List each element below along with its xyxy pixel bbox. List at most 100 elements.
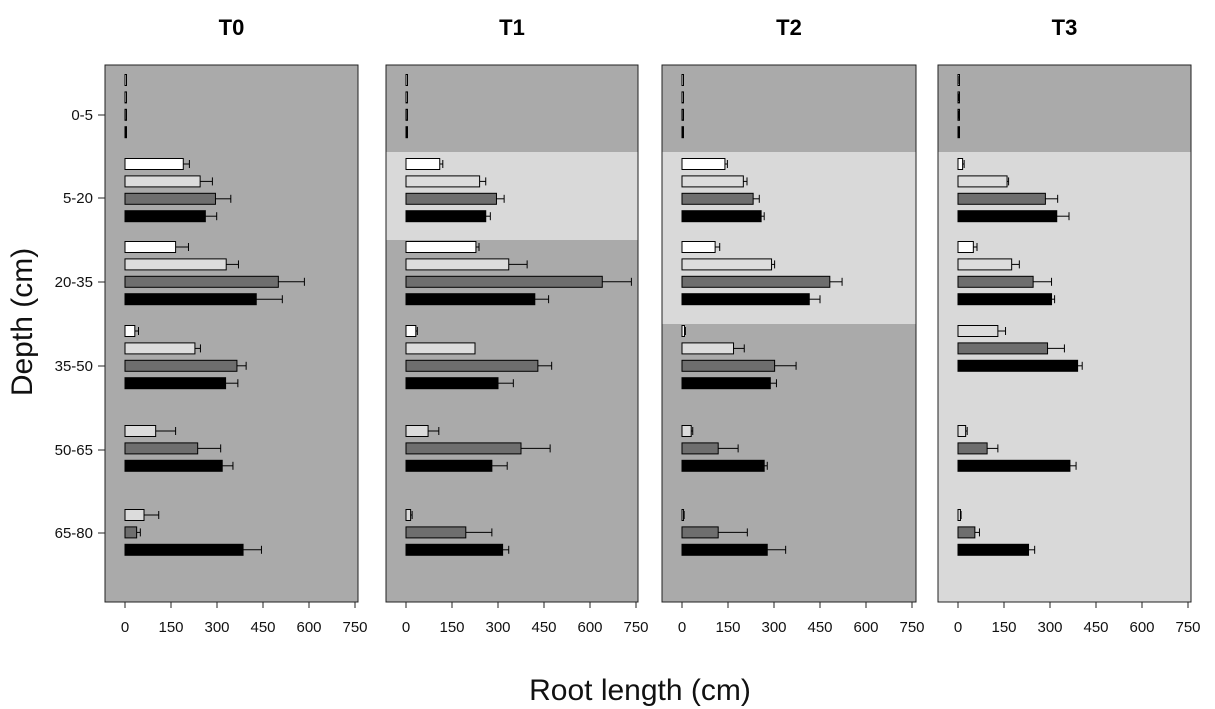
bar (405, 158, 441, 170)
panel-band (938, 152, 1191, 602)
bar (681, 293, 810, 306)
bar (405, 509, 412, 521)
bar (681, 377, 771, 390)
bar (681, 258, 773, 271)
bar (405, 241, 477, 253)
bar (405, 74, 408, 86)
x-tick-label: 600 (1129, 619, 1154, 636)
panel-band (662, 65, 916, 152)
x-tick-label: 0 (121, 619, 129, 636)
bar (124, 509, 145, 521)
y-tick-label: 35-50 (55, 358, 93, 375)
bar (405, 442, 522, 455)
bar (405, 175, 481, 188)
bar (957, 459, 1071, 472)
bar (957, 509, 961, 521)
x-tick-label: 150 (439, 619, 464, 636)
bar (957, 342, 1049, 355)
bar (405, 459, 493, 472)
bar (124, 459, 223, 472)
x-tick-label: 0 (402, 619, 410, 636)
bar (957, 275, 1034, 288)
bar (124, 175, 201, 188)
x-tick-label: 600 (853, 619, 878, 636)
panel-t0: T0 0 150 300 450 600 750 (104, 15, 368, 636)
bar (124, 325, 136, 337)
bar (405, 126, 408, 139)
x-tick-label: 0 (954, 619, 962, 636)
bar (681, 175, 744, 188)
x-tick-label: 450 (531, 619, 556, 636)
bar (957, 175, 1008, 188)
panel-title: T1 (499, 15, 525, 40)
bar (681, 442, 719, 455)
bar (405, 543, 504, 556)
bar (124, 359, 238, 372)
bar (124, 241, 177, 253)
bar (681, 210, 762, 223)
bar (405, 91, 408, 104)
bar (124, 91, 127, 104)
x-tick-label: 0 (678, 619, 686, 636)
bar (405, 359, 539, 372)
x-tick-label: 450 (250, 619, 275, 636)
y-axis-title: Depth (cm) (6, 248, 39, 396)
bar (957, 359, 1079, 372)
x-tick-label: 150 (991, 619, 1016, 636)
bar (957, 158, 964, 170)
bar (681, 342, 735, 355)
x-tick-label: 300 (485, 619, 510, 636)
bar (405, 526, 467, 539)
y-tick-label: 5-20 (63, 190, 93, 207)
bar (124, 74, 127, 86)
x-tick-label: 300 (204, 619, 229, 636)
panel-title: T2 (776, 15, 802, 40)
x-tick-label: 600 (296, 619, 321, 636)
x-tick-label: 750 (623, 619, 648, 636)
bar (681, 158, 726, 170)
panels-layer: T0 0 150 300 450 600 750 T1 0 150 300 450 600 750 T2 0 1… (104, 15, 1201, 636)
panel-frame (937, 64, 1192, 603)
y-tick-label: 65-80 (55, 525, 93, 542)
bar (681, 91, 684, 104)
bar (124, 126, 127, 139)
bar (681, 74, 684, 86)
bar (681, 241, 716, 253)
panel-frame (661, 64, 917, 603)
bar (957, 425, 967, 437)
bar (124, 425, 157, 437)
bar (405, 210, 487, 223)
bar (405, 377, 499, 390)
bar (405, 192, 497, 205)
bar (957, 241, 974, 253)
bar (405, 275, 603, 288)
x-tick-label: 750 (1175, 619, 1200, 636)
bar (124, 158, 184, 170)
bar (124, 210, 206, 223)
bar (124, 108, 127, 121)
y-tick-label: 0-5 (71, 107, 93, 124)
bar (681, 126, 684, 139)
depth-axis: 0-5 5-20 20-35 35-50 50-65 65-80 (55, 65, 106, 602)
bar (681, 509, 685, 521)
x-tick-label: 450 (807, 619, 832, 636)
bar (957, 258, 1013, 271)
bar (124, 258, 227, 271)
bar (405, 258, 510, 271)
panel-band (105, 65, 358, 602)
panel-t1: T1 0 150 300 450 600 750 (385, 15, 649, 636)
panel-title: T3 (1052, 15, 1078, 40)
bar (405, 342, 476, 355)
bar (405, 108, 408, 121)
x-tick-label: 300 (1037, 619, 1062, 636)
bar (681, 425, 692, 437)
bar (681, 459, 765, 472)
bar (957, 526, 976, 539)
bar (681, 526, 719, 539)
x-tick-label: 750 (899, 619, 924, 636)
x-tick-label: 600 (577, 619, 602, 636)
bar (405, 325, 417, 337)
bar (124, 342, 196, 355)
bar (957, 325, 999, 337)
bar (681, 192, 754, 205)
